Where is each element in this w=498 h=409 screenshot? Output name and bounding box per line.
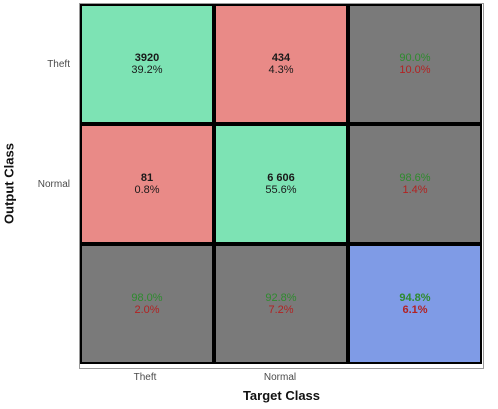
cell-percent: 0.8% <box>134 184 160 196</box>
col-tick-label-normal: Normal <box>263 372 297 383</box>
cell-output-normal-target-theft: 81 0.8% <box>80 124 214 244</box>
cell-output-theft-target-normal: 434 4.3% <box>214 4 348 124</box>
cell-output-normal-target-normal: 6 606 55.6% <box>214 124 348 244</box>
cell-row-summary-normal: 98.6% 1.4% <box>348 124 482 244</box>
cell-percent: 39.2% <box>131 64 163 76</box>
cell-error-rate: 10.0% <box>399 64 431 76</box>
cell-correct-rate: 90.0% <box>399 52 431 64</box>
cell-column-summary-normal: 92.8% 7.2% <box>214 244 348 364</box>
row-tick-label-theft: Theft <box>47 59 70 70</box>
cell-error-rate: 1.4% <box>402 184 428 196</box>
cell-output-theft-target-theft: 3920 39.2% <box>80 4 214 124</box>
cell-overall-accuracy: 94.8% 6.1% <box>348 244 482 364</box>
cell-correct-rate: 98.0% <box>131 292 163 304</box>
cell-count: 3920 <box>134 52 160 64</box>
cell-correct-rate: 92.8% <box>265 292 297 304</box>
cell-correct-rate: 98.6% <box>399 172 431 184</box>
cell-row-summary-theft: 90.0% 10.0% <box>348 4 482 124</box>
cell-count: 81 <box>140 172 154 184</box>
cell-percent: 4.3% <box>268 64 294 76</box>
cell-error-rate: 6.1% <box>402 304 428 316</box>
cell-column-summary-theft: 98.0% 2.0% <box>80 244 214 364</box>
cell-count: 434 <box>271 52 291 64</box>
x-axis-title: Target Class <box>242 388 321 403</box>
cell-error-rate: 2.0% <box>134 304 160 316</box>
col-tick-label-theft: Theft <box>133 372 157 383</box>
cell-count: 6 606 <box>267 172 295 184</box>
row-tick-label-normal: Normal <box>37 179 70 190</box>
cell-correct-rate: 94.8% <box>399 292 431 304</box>
cell-percent: 55.6% <box>265 184 297 196</box>
cell-error-rate: 7.2% <box>268 304 294 316</box>
y-axis-title: Output Class <box>1 143 17 224</box>
